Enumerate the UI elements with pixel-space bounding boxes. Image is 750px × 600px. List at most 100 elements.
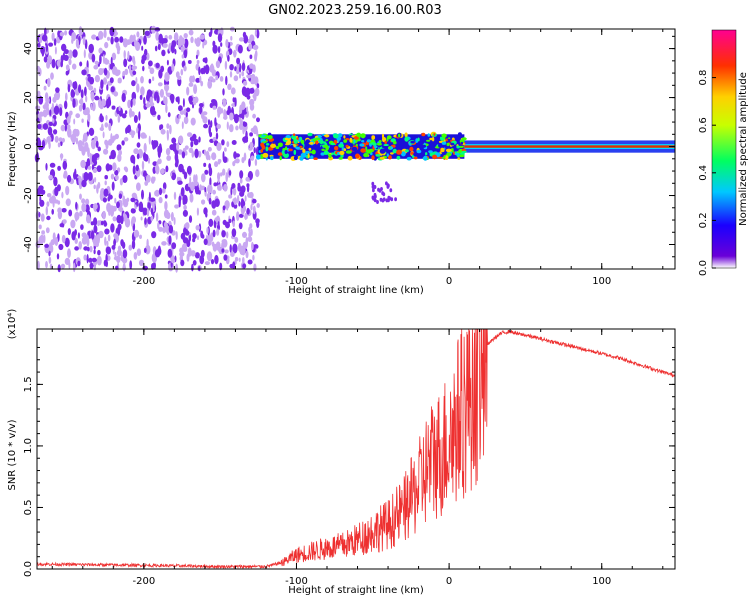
- noise-mark: [232, 261, 236, 270]
- noise-mark: [228, 170, 232, 176]
- band-mark: [376, 142, 382, 146]
- noise-mark: [71, 31, 77, 42]
- noise-mark: [47, 55, 53, 64]
- tail-mark: [389, 188, 393, 193]
- noise-mark: [93, 249, 96, 255]
- band-mark: [290, 145, 294, 149]
- noise-mark: [216, 123, 221, 129]
- band-mark: [272, 140, 275, 144]
- noise-mark: [121, 92, 126, 103]
- y-tick-label: 0.0: [23, 561, 34, 577]
- noise-mark: [256, 29, 260, 39]
- noise-mark: [116, 255, 121, 263]
- noise-mark: [94, 177, 97, 183]
- noise-mark: [166, 212, 171, 220]
- noise-mark: [212, 229, 216, 238]
- noise-mark: [103, 29, 107, 39]
- noise-mark: [93, 135, 98, 142]
- noise-mark: [155, 165, 158, 172]
- noise-mark: [99, 115, 104, 123]
- noise-mark: [117, 114, 121, 123]
- spectrogram-frame: [36, 28, 676, 270]
- noise-mark: [228, 218, 232, 223]
- noise-mark: [39, 195, 42, 203]
- noise-mark: [224, 249, 229, 254]
- band-mark: [361, 140, 365, 143]
- noise-mark: [158, 33, 163, 44]
- band-mark: [311, 149, 316, 155]
- band-mark: [255, 154, 261, 160]
- band-mark: [325, 151, 330, 155]
- noise-mark: [232, 97, 236, 103]
- noise-mark: [229, 71, 233, 78]
- noise-mark: [161, 188, 166, 194]
- noise-mark: [203, 162, 207, 167]
- band-mark: [299, 145, 303, 148]
- noise-mark: [189, 75, 194, 84]
- noise-mark: [122, 249, 128, 259]
- noise-mark: [192, 103, 194, 109]
- noise-mark: [48, 242, 52, 252]
- noise-mark: [103, 67, 108, 76]
- tail-mark: [372, 188, 375, 193]
- band-mark: [423, 155, 428, 161]
- noise-mark: [54, 237, 59, 246]
- noise-mark: [217, 172, 221, 181]
- spectrogram-y-label: Frequency (Hz): [7, 111, 18, 187]
- noise-mark: [82, 109, 89, 116]
- noise-mark: [181, 121, 184, 130]
- noise-mark: [246, 94, 251, 100]
- noise-mark: [211, 99, 217, 104]
- band-mark: [294, 146, 300, 149]
- noise-mark: [68, 209, 73, 217]
- band-mark: [331, 152, 334, 156]
- noise-mark: [70, 219, 76, 229]
- band-mark: [371, 135, 376, 140]
- noise-mark: [188, 95, 193, 103]
- noise-mark: [214, 217, 219, 222]
- noise-mark: [164, 201, 168, 211]
- noise-mark: [144, 180, 149, 186]
- noise-mark: [127, 99, 131, 109]
- band-mark: [400, 151, 406, 157]
- noise-mark: [192, 260, 197, 266]
- noise-mark: [248, 158, 251, 168]
- noise-mark: [139, 234, 142, 239]
- noise-mark: [45, 42, 49, 53]
- noise-mark: [254, 52, 258, 62]
- noise-mark: [192, 233, 197, 240]
- noise-mark: [154, 140, 159, 148]
- noise-mark: [104, 228, 110, 235]
- noise-mark: [154, 93, 157, 102]
- y-tick-label: 20: [23, 91, 34, 104]
- noise-mark: [242, 138, 249, 143]
- band-mark: [441, 133, 447, 138]
- noise-mark: [128, 244, 133, 251]
- noise-mark: [234, 153, 240, 158]
- noise-mark: [244, 213, 247, 220]
- band-mark: [294, 155, 298, 159]
- noise-mark: [35, 105, 41, 110]
- noise-mark: [41, 34, 48, 42]
- noise-mark: [107, 96, 111, 106]
- noise-mark: [238, 122, 244, 131]
- noise-mark: [160, 129, 166, 135]
- noise-mark: [215, 60, 221, 69]
- noise-mark: [114, 169, 119, 176]
- noise-mark: [143, 142, 147, 153]
- band-mark: [363, 153, 369, 158]
- noise-mark: [117, 223, 122, 231]
- noise-mark: [216, 142, 222, 151]
- noise-mark: [229, 244, 232, 253]
- noise-mark: [200, 230, 204, 239]
- noise-mark: [75, 38, 79, 49]
- noise-mark: [222, 205, 226, 211]
- noise-mark: [106, 84, 109, 91]
- noise-mark: [131, 91, 137, 101]
- noise-mark: [158, 226, 164, 232]
- band-mark: [307, 153, 310, 159]
- noise-mark: [47, 126, 53, 136]
- x-tick-label: -200: [132, 276, 155, 287]
- band-mark: [378, 140, 382, 143]
